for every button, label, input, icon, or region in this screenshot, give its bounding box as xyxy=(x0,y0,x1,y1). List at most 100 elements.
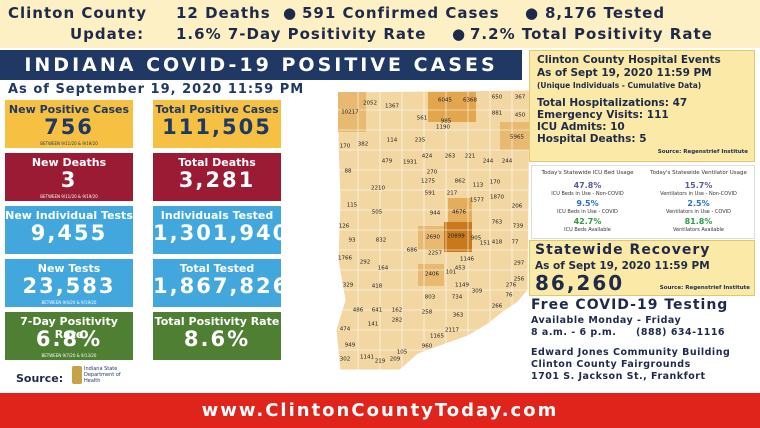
county-count: 2052 xyxy=(363,101,377,107)
county-count: 453 xyxy=(455,266,466,272)
testing-days: Available Monday - Friday xyxy=(531,315,682,326)
usage-panel: Today's Statewide ICU Bed Usage 47.8% ICU … xyxy=(531,165,755,239)
stat-label: New Tests xyxy=(37,262,101,275)
county-count: 1149 xyxy=(455,283,469,289)
county-lines xyxy=(338,90,530,370)
county-count: 1766 xyxy=(338,256,352,262)
usage-title: Today's Statewide Ventilator Usage xyxy=(650,170,747,176)
hospital-line: Total Hospitalizations: 47 xyxy=(537,97,688,109)
county-count: 905 xyxy=(471,236,482,242)
stat-value: 9,455 xyxy=(30,221,108,245)
county-count: 20899 xyxy=(447,234,465,240)
county-count: 302 xyxy=(340,357,351,363)
deaths: 12 Deaths xyxy=(176,4,271,22)
county-count: 244 xyxy=(483,159,494,165)
county-count: 244 xyxy=(502,159,513,165)
stat-label: 7-Day Positivity Rate xyxy=(20,315,118,341)
usage-label: Ventilators Available xyxy=(673,227,724,233)
county-count: 2406 xyxy=(425,272,439,278)
county-count: 2210 xyxy=(371,186,385,192)
hospital-source: Source: Regenstrief Institute xyxy=(657,149,748,155)
county-count: 881 xyxy=(492,111,503,117)
usage-label: Ventilators in Use - COVID xyxy=(666,209,731,215)
stat-note: BETWEEN 9/11/20 & 9/19/20 xyxy=(40,141,98,146)
usage-label: ICU Beds in Use - COVID xyxy=(557,209,618,215)
stat-value: 756 xyxy=(44,115,94,139)
logo-text: Indiana State Department of Health xyxy=(84,366,121,384)
cases: 591 Confirmed Cases xyxy=(302,4,500,22)
county-count: 418 xyxy=(372,284,383,290)
county-count: 151 xyxy=(480,241,491,247)
county-count: 450 xyxy=(515,113,526,119)
county-count: 1165 xyxy=(430,334,444,340)
county-count: 641 xyxy=(372,308,383,314)
location-line: 1701 S. Jackson St., Frankfort xyxy=(531,371,706,382)
county-count: 739 xyxy=(513,224,524,230)
stat-box: 7-Day Positivity Rate 6.8% BETWEEN 9/7/20 … xyxy=(5,312,133,360)
stat-value: 3,281 xyxy=(178,168,256,192)
county-shade xyxy=(428,92,476,122)
county-count: 292 xyxy=(360,260,371,266)
county-count: 10217 xyxy=(341,110,359,116)
source-label: Source: xyxy=(16,372,64,385)
usage-label: ICU Beds Available xyxy=(564,227,611,233)
footer-url[interactable]: www.ClintonCountyToday.com xyxy=(201,400,559,421)
county-count: 329 xyxy=(343,283,354,289)
county-count: 650 xyxy=(492,95,503,101)
location-line: Clinton County Fairgrounds xyxy=(531,359,691,370)
county-count: 126 xyxy=(339,224,350,230)
county-count: 505 xyxy=(372,210,383,216)
county: Clinton County xyxy=(8,4,147,22)
county-count: 297 xyxy=(514,261,525,267)
stat-box: Total Positive Cases 111,505 xyxy=(153,100,281,148)
county-count: 424 xyxy=(422,154,433,160)
stat-label: Individuals Tested xyxy=(160,209,274,222)
stat-label: Total Deaths xyxy=(178,156,256,169)
location-line: Edward Jones Community Building xyxy=(531,347,731,358)
county-count: 418 xyxy=(492,240,503,246)
county-count: 1190 xyxy=(436,125,450,131)
county-count: 6045 xyxy=(438,98,452,104)
county-count: 1577 xyxy=(470,198,484,204)
county-count: 105 xyxy=(397,350,408,356)
county-count: 309 xyxy=(472,289,483,295)
county-count: 141 xyxy=(368,322,379,328)
county-count: 162 xyxy=(392,308,403,314)
county-count: 170 xyxy=(490,180,501,186)
hospital-as-of: As of Sept 19, 2020 11:59 PM xyxy=(537,67,712,79)
county-count: 944 xyxy=(430,211,441,217)
usage-title: Today's Statewide ICU Bed Usage xyxy=(541,170,634,176)
separator: ● xyxy=(525,4,540,22)
title: INDIANA COVID-19 POSITIVE CASES xyxy=(24,54,498,76)
recovery-as-of: As of Sept 19, 2020 11:59 PM xyxy=(535,260,710,272)
county-count: 5965 xyxy=(510,135,524,141)
banner: Clinton County 12 Deaths ● 591 Confirmed… xyxy=(0,0,760,48)
testing-phone: (888) 634-1116 xyxy=(636,327,726,338)
county-count: 561 xyxy=(417,116,428,122)
county-count: 591 xyxy=(425,191,436,197)
county-count: 803 xyxy=(425,295,436,301)
testing-title: Free COVID-19 Testing xyxy=(531,297,729,313)
stat-label: New Deaths xyxy=(31,156,107,169)
county-count: 474 xyxy=(340,327,351,333)
county-map: 10217 2052 1367 6045 6368 650 367 561 985 881 450 1… xyxy=(335,89,530,371)
stat-note: BETWEEN 9/7/20 & 9/13/20 xyxy=(41,353,97,358)
hospital-line: ICU Admits: 10 xyxy=(537,121,625,133)
usage-value: 42.7% xyxy=(573,217,602,226)
tested: 8,176 Tested xyxy=(545,4,666,22)
stat-value: 1,301,940 xyxy=(153,221,290,245)
county-count: 77 xyxy=(512,240,519,246)
county-count: 221 xyxy=(465,154,476,160)
county-count: 2117 xyxy=(445,328,459,334)
county-count: 270 xyxy=(427,170,438,176)
county-count: 1141 xyxy=(360,355,374,361)
usage-value: 47.8% xyxy=(573,181,602,190)
stat-label: Total Tested xyxy=(179,262,255,275)
county-count: 960 xyxy=(422,344,433,350)
usage-label: ICU Beds in Use - Non-COVID xyxy=(551,191,624,197)
county-count: 113 xyxy=(473,183,484,189)
county-count: 115 xyxy=(347,203,358,209)
seven-day: 1.6% 7-Day Positivity Rate xyxy=(176,25,427,43)
stat-box: Individuals Tested 1,301,940 xyxy=(153,206,290,254)
county-count: 382 xyxy=(358,142,369,148)
